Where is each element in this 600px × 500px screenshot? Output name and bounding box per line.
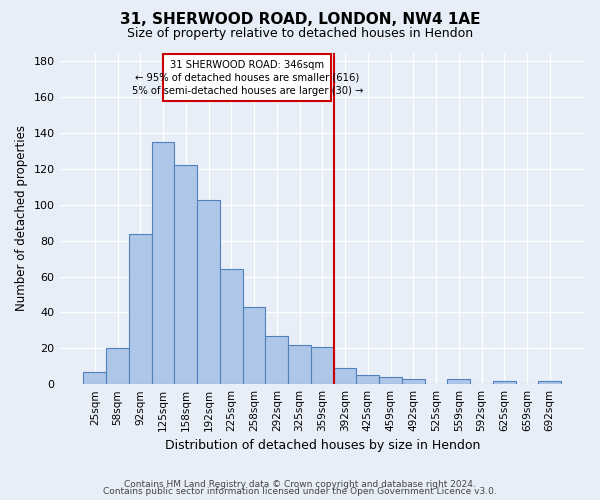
Text: Size of property relative to detached houses in Hendon: Size of property relative to detached ho… bbox=[127, 28, 473, 40]
Text: 31 SHERWOOD ROAD: 346sqm: 31 SHERWOOD ROAD: 346sqm bbox=[170, 60, 324, 70]
Bar bbox=[197, 200, 220, 384]
X-axis label: Distribution of detached houses by size in Hendon: Distribution of detached houses by size … bbox=[164, 440, 480, 452]
Bar bbox=[402, 379, 425, 384]
Bar bbox=[220, 270, 242, 384]
Bar bbox=[129, 234, 152, 384]
Y-axis label: Number of detached properties: Number of detached properties bbox=[15, 126, 28, 312]
Text: 31, SHERWOOD ROAD, LONDON, NW4 1AE: 31, SHERWOOD ROAD, LONDON, NW4 1AE bbox=[120, 12, 480, 28]
Bar bbox=[265, 336, 288, 384]
Text: 5% of semi-detached houses are larger (30) →: 5% of semi-detached houses are larger (3… bbox=[131, 86, 363, 97]
Bar bbox=[379, 377, 402, 384]
Bar bbox=[356, 375, 379, 384]
FancyBboxPatch shape bbox=[163, 54, 331, 101]
Bar bbox=[311, 346, 334, 384]
Bar bbox=[175, 166, 197, 384]
Bar bbox=[334, 368, 356, 384]
Bar bbox=[538, 380, 561, 384]
Bar bbox=[106, 348, 129, 384]
Text: Contains HM Land Registry data © Crown copyright and database right 2024.: Contains HM Land Registry data © Crown c… bbox=[124, 480, 476, 489]
Bar bbox=[83, 372, 106, 384]
Bar bbox=[288, 344, 311, 384]
Text: ← 95% of detached houses are smaller (616): ← 95% of detached houses are smaller (61… bbox=[135, 73, 359, 83]
Bar bbox=[448, 379, 470, 384]
Bar bbox=[493, 380, 515, 384]
Bar bbox=[152, 142, 175, 384]
Text: Contains public sector information licensed under the Open Government Licence v3: Contains public sector information licen… bbox=[103, 487, 497, 496]
Bar bbox=[242, 307, 265, 384]
